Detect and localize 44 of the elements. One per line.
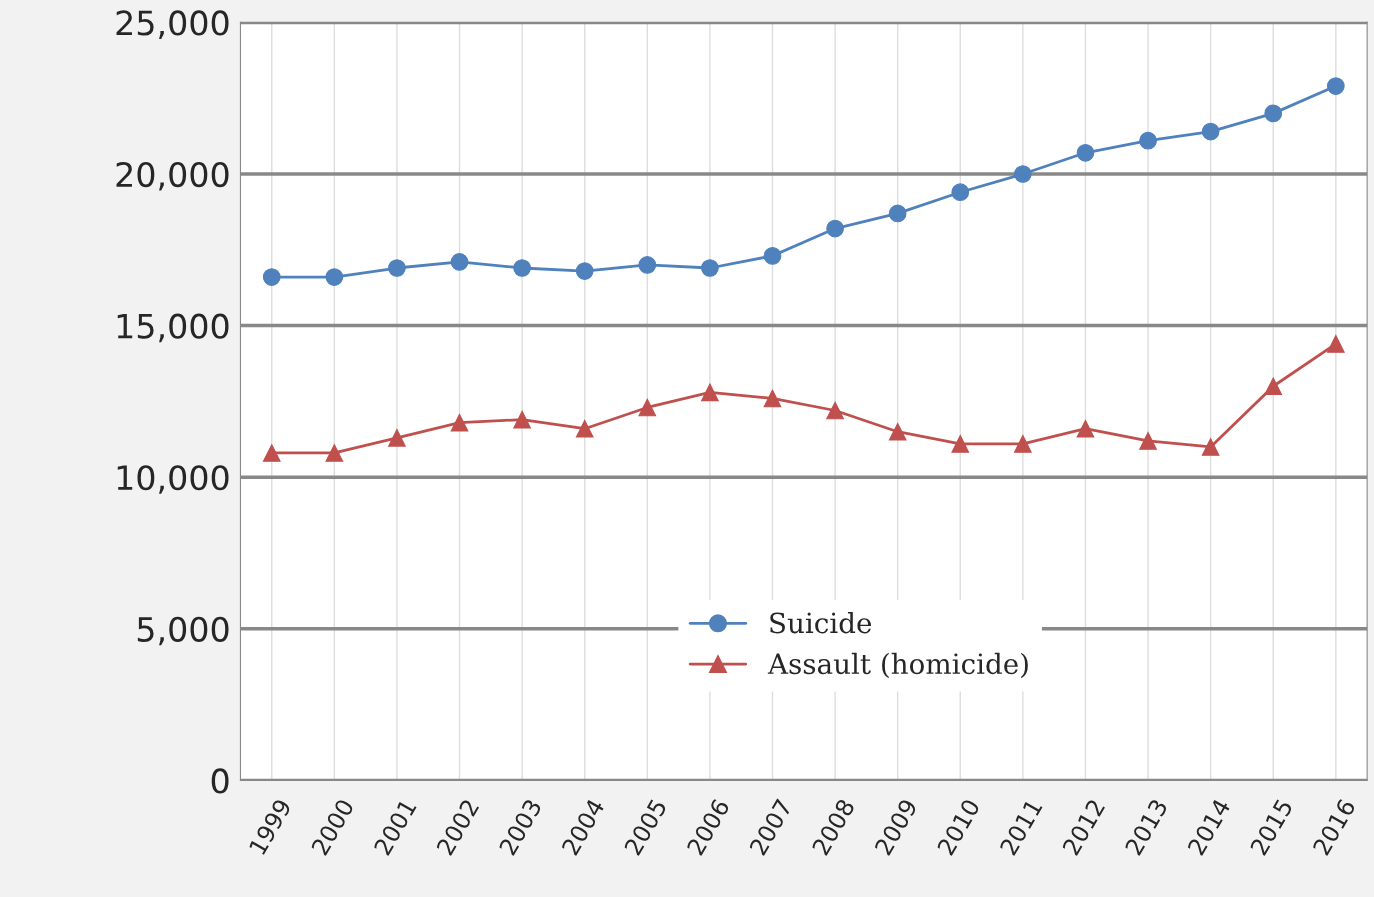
point [951,435,970,453]
point [1201,122,1220,141]
point [1076,419,1095,438]
point [1326,334,1345,353]
y-tick-label: 15,000 [117,313,229,343]
y-tick-label: 10,000 [117,465,229,494]
point [325,268,344,286]
point [763,247,782,265]
point [951,183,970,202]
y-tick-label: 0 [211,768,229,794]
y-tick-label: 5,000 [137,616,229,646]
point [1201,438,1220,456]
point [888,422,907,441]
point [701,259,719,277]
point [826,219,844,238]
point [575,419,594,438]
point [513,410,531,429]
point [1076,143,1095,162]
point [1014,165,1032,183]
point [1139,431,1157,450]
point [1326,77,1345,95]
point [763,389,782,408]
point [325,444,344,462]
point [701,383,719,402]
point [1014,435,1032,453]
point [262,444,281,462]
legend-label: Suicide [770,611,872,634]
point [1264,104,1283,123]
point [575,262,594,280]
point [1264,377,1283,396]
legend-label: Assault (homicide) [767,652,1028,679]
y-tick-label: 20,000 [116,161,229,191]
point [262,268,281,286]
point [388,259,406,277]
point [826,401,844,420]
point [450,413,469,432]
point [513,259,531,277]
point [638,256,657,274]
point [388,428,406,447]
point [1139,131,1157,150]
point [638,398,657,417]
y-tick-label: 25,000 [116,10,229,39]
point [450,253,469,271]
point [888,204,907,223]
